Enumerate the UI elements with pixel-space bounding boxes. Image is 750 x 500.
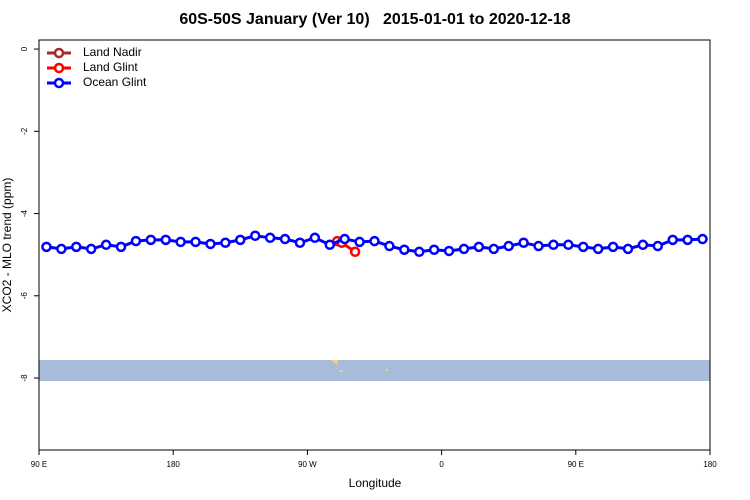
data-point (235, 234, 246, 246)
data-point (369, 235, 380, 247)
data-point (130, 235, 142, 247)
data-point (413, 246, 425, 258)
data-point (488, 243, 500, 255)
data-point (71, 241, 82, 253)
y-tick-label: -6 (20, 292, 29, 300)
chart-title: 60S-50S January (Ver 10) 2015-01-01 to 2… (179, 11, 570, 28)
data-point (533, 240, 544, 252)
data-point (637, 239, 649, 251)
plot-frame (38, 39, 711, 451)
data-point (682, 234, 693, 246)
data-point (220, 237, 231, 248)
data-point (578, 241, 589, 253)
land-patch (386, 369, 388, 371)
map-strip (39, 360, 710, 381)
data-point (503, 240, 514, 252)
legend-label: Land Nadir (83, 45, 142, 59)
y-tick-label: 0 (20, 46, 29, 51)
data-point (85, 243, 97, 255)
data-point (354, 236, 365, 248)
data-point (339, 233, 350, 245)
data-point (56, 243, 67, 255)
legend-label: Ocean Glint (83, 75, 147, 89)
data-point (190, 236, 201, 248)
data-point (652, 240, 664, 252)
x-axis-label: Longitude (349, 476, 402, 490)
data-point (145, 234, 157, 246)
x-tick-label: 180 (167, 460, 181, 469)
legend-marker (53, 62, 65, 74)
data-point (309, 232, 321, 244)
legend-label: Land Glint (83, 60, 138, 74)
data-point (548, 239, 559, 251)
land-patch (331, 360, 344, 372)
data-point (697, 233, 708, 245)
data-point (324, 239, 336, 251)
legend-marker (53, 47, 65, 59)
data-point (399, 244, 410, 255)
y-axis-label: XCO2 - MLO trend (ppm) (0, 178, 14, 313)
x-tick-label: 0 (439, 460, 444, 469)
legend-marker (53, 77, 65, 89)
data-point (264, 232, 276, 244)
data-point (205, 238, 216, 250)
data-point (458, 243, 470, 255)
data-point (41, 241, 52, 253)
data-point (622, 243, 634, 255)
data-point (518, 237, 529, 248)
data-point (249, 230, 261, 241)
data-point (160, 234, 171, 246)
data-point (428, 244, 440, 255)
x-tick-label: 90 W (298, 460, 317, 469)
y-tick-label: -4 (20, 209, 29, 217)
x-tick-label: 90 E (568, 460, 584, 469)
x-tick-label: 90 E (31, 460, 47, 469)
data-point (175, 236, 186, 248)
data-point (473, 241, 485, 253)
data-point (115, 241, 127, 253)
data-point (592, 243, 604, 255)
data-point (294, 237, 306, 248)
ocean-strip (39, 360, 710, 381)
data-point (384, 240, 395, 252)
x-tick-label: 180 (703, 460, 717, 469)
data-point (607, 241, 619, 253)
y-tick-label: -8 (20, 374, 29, 382)
data-point (279, 233, 291, 245)
data-point (667, 234, 678, 246)
data-point (100, 239, 112, 251)
data-point (443, 245, 455, 257)
data-point (349, 246, 361, 258)
y-tick-label: -2 (20, 127, 29, 135)
data-point (563, 239, 574, 251)
